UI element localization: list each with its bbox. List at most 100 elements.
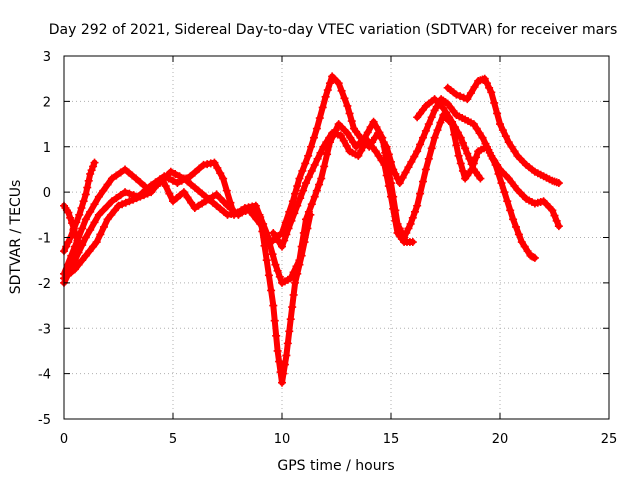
- data-point: [132, 194, 141, 203]
- data-point: [260, 241, 269, 250]
- data-point: [187, 198, 196, 207]
- data-point: [301, 179, 310, 188]
- data-point: [286, 315, 295, 324]
- data-point: [316, 148, 325, 157]
- data-point: [251, 201, 260, 210]
- data-point: [107, 210, 116, 219]
- data-point: [161, 182, 170, 191]
- data-point: [482, 142, 491, 151]
- data-point: [291, 278, 300, 287]
- data-point: [81, 190, 90, 199]
- data-point: [466, 89, 475, 98]
- data-point: [293, 182, 302, 191]
- y-tick-label: -3: [38, 322, 51, 337]
- data-point: [89, 242, 98, 251]
- y-tick-label: -4: [38, 368, 51, 383]
- data-point: [354, 151, 363, 160]
- data-point: [488, 154, 497, 163]
- data-point: [494, 169, 503, 178]
- data-point: [378, 133, 387, 142]
- data-point: [318, 103, 327, 112]
- data-point: [391, 169, 400, 178]
- data-point: [183, 193, 192, 202]
- data-point: [307, 166, 316, 175]
- data-point: [262, 256, 271, 265]
- data-point: [315, 114, 324, 123]
- data-point: [269, 301, 278, 310]
- y-axis-label: SDTVAR / TECUs: [8, 180, 24, 295]
- data-point: [81, 251, 90, 260]
- data-point: [315, 180, 324, 189]
- data-point: [478, 133, 487, 142]
- data-point: [273, 346, 282, 355]
- data-point: [64, 208, 73, 217]
- data-point: [256, 213, 265, 222]
- x-tick-label: 0: [60, 432, 68, 447]
- y-tick-label: 1: [43, 141, 51, 156]
- data-point: [89, 162, 98, 171]
- data-point: [285, 327, 294, 336]
- data-point: [503, 197, 512, 206]
- data-point: [258, 227, 267, 236]
- data-point: [74, 248, 83, 257]
- data-point: [213, 163, 222, 172]
- data-point: [459, 93, 468, 102]
- data-point: [381, 148, 390, 157]
- data-point: [520, 242, 529, 251]
- x-axis-label: GPS time / hours: [277, 458, 394, 474]
- x-tick-label: 10: [274, 432, 291, 447]
- data-point: [79, 197, 88, 206]
- data-point: [345, 109, 354, 118]
- data-point: [264, 271, 273, 280]
- data-point: [112, 194, 121, 203]
- data-point: [387, 192, 395, 201]
- data-point: [458, 166, 467, 175]
- data-point: [407, 157, 416, 166]
- data-point: [84, 176, 93, 185]
- data-point: [154, 179, 163, 188]
- data-point: [500, 188, 509, 197]
- data-point: [64, 238, 73, 247]
- data-point: [300, 238, 309, 247]
- data-point: [99, 186, 108, 195]
- data-point: [450, 123, 459, 132]
- data-point: [166, 167, 175, 176]
- data-point: [69, 225, 78, 234]
- data-point: [118, 200, 127, 209]
- data-point: [290, 209, 299, 218]
- data-point: [418, 133, 427, 142]
- data-point: [147, 188, 156, 197]
- data-point: [340, 94, 349, 103]
- axis-ticks: [63, 55, 610, 420]
- data-point: [125, 189, 134, 198]
- data-point: [380, 160, 389, 169]
- y-tick-label: -1: [38, 232, 51, 247]
- data-point: [485, 148, 494, 157]
- data-point: [270, 316, 279, 325]
- data-point: [491, 160, 500, 169]
- data-point: [279, 369, 288, 378]
- data-point: [297, 251, 306, 260]
- data-point: [433, 126, 442, 135]
- data-point: [310, 160, 319, 169]
- data-point: [448, 117, 457, 126]
- data-point: [322, 138, 331, 147]
- data-point: [86, 225, 95, 234]
- data-point: [107, 197, 116, 206]
- data-point: [269, 228, 278, 237]
- data-point: [347, 117, 356, 126]
- data-point: [470, 83, 479, 92]
- data-point: [165, 189, 174, 198]
- data-point: [323, 86, 332, 95]
- data-point: [346, 133, 355, 142]
- data-point: [530, 253, 539, 262]
- data-point: [110, 206, 119, 215]
- data-point: [510, 147, 519, 156]
- data-point: [66, 213, 75, 222]
- data-point: [298, 166, 307, 175]
- data-point: [337, 86, 346, 95]
- data-point: [445, 113, 454, 122]
- data-point: [136, 192, 145, 201]
- data-point: [129, 195, 138, 204]
- data-point: [139, 191, 148, 200]
